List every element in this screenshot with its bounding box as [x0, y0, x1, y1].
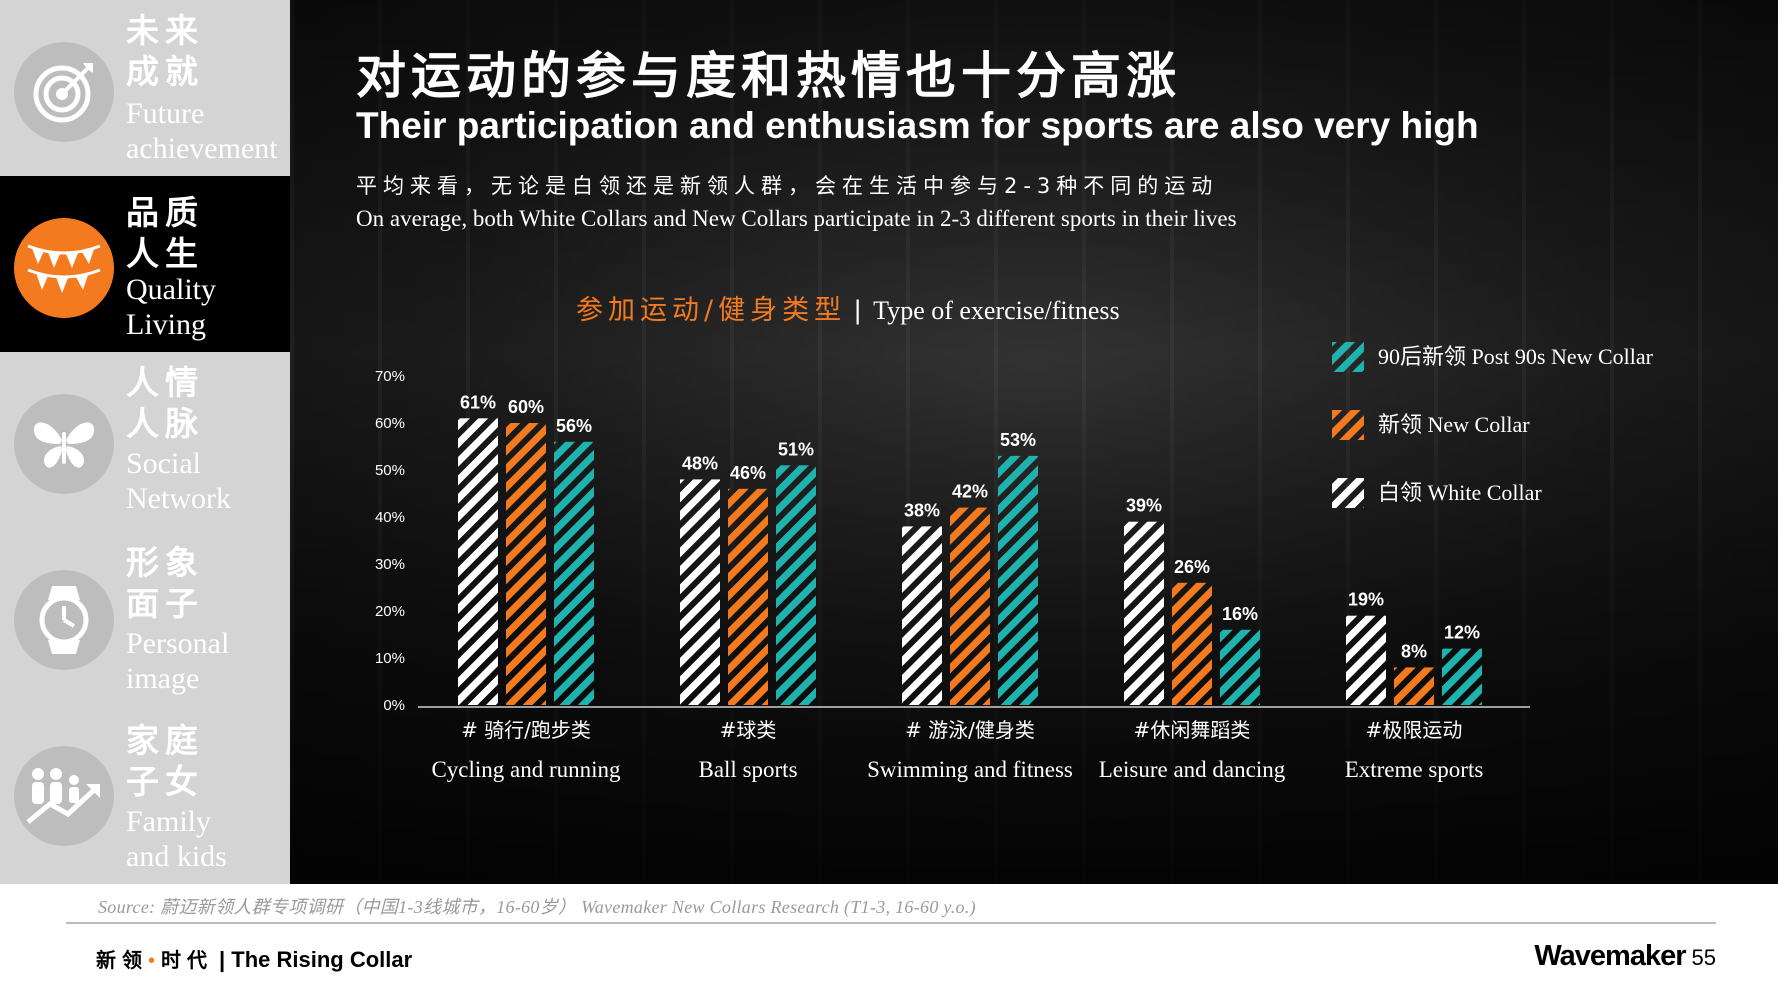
x-category-label-en: Cycling and running	[431, 757, 621, 782]
family-growth-icon	[14, 746, 114, 846]
bar	[554, 441, 594, 705]
nav-label-zh: 品质 人生	[126, 193, 204, 273]
data-label: 42%	[952, 482, 988, 502]
legend-label: 白领 White Collar	[1378, 480, 1542, 505]
bar	[998, 455, 1038, 705]
x-category-label-zh: #极限运动	[1366, 718, 1463, 742]
nav-label-en: Family and kids	[126, 805, 227, 873]
bar	[506, 423, 546, 705]
footer-brand-block: Wavemaker 55	[1534, 940, 1716, 973]
data-label: 56%	[556, 416, 592, 436]
nav-item-quality-living[interactable]: 品质 人生 Quality Living	[0, 176, 290, 352]
bar	[1124, 521, 1164, 705]
y-tick-label: 20%	[375, 603, 405, 620]
y-tick-label: 40%	[375, 509, 405, 526]
nav-item-personal-image[interactable]: 形象 面子 Personal image	[0, 528, 290, 704]
main-panel: 对运动的参与度和热情也十分高涨 Their participation and …	[290, 0, 1778, 884]
sidebar-nav: 未来 成就 Future achievement 品质 人生 Quality L…	[0, 0, 290, 884]
footer-branding: 新领• 时代 | The Rising Collar	[96, 944, 412, 973]
bar	[1442, 648, 1482, 705]
footer-title-zh-2: 时代	[161, 948, 214, 972]
footer-divider	[66, 922, 1716, 924]
bar	[1220, 629, 1260, 705]
nav-label-en: Future achievement	[126, 97, 278, 165]
watch-icon	[14, 570, 114, 670]
x-category-label-zh: # 骑行/跑步类	[461, 718, 591, 742]
y-tick-label: 0%	[383, 697, 405, 714]
legend-label: 90后新领 Post 90s New Collar	[1378, 344, 1654, 369]
chart-title: 参加运动/健身类型 | Type of exercise/fitness	[576, 288, 1120, 327]
bar	[950, 507, 990, 705]
y-tick-label: 10%	[375, 650, 405, 667]
legend-swatch	[1332, 478, 1364, 508]
nav-label-en: Social Network	[126, 447, 231, 515]
data-label: 39%	[1126, 496, 1162, 516]
x-category-label-zh: #球类	[720, 718, 777, 742]
data-label: 12%	[1444, 623, 1480, 643]
data-label: 46%	[730, 463, 766, 483]
x-category-label-en: Ball sports	[698, 757, 797, 782]
bar	[902, 526, 942, 705]
nav-label-zh: 未来 成就	[126, 11, 204, 91]
bar	[680, 479, 720, 705]
bar	[458, 418, 498, 705]
legend-swatch	[1332, 410, 1364, 440]
x-category-label-zh: # 游泳/健身类	[905, 718, 1035, 742]
data-label: 19%	[1348, 590, 1384, 610]
nav-item-family-and-kids[interactable]: 家庭 子女 Family and kids	[0, 704, 290, 884]
y-tick-label: 30%	[375, 556, 405, 573]
y-tick-label: 60%	[375, 415, 405, 432]
x-category-label-en: Extreme sports	[1345, 757, 1484, 782]
nav-label-en: Personal image	[126, 627, 230, 695]
chart-title-zh: 参加运动/健身类型	[576, 295, 847, 326]
bar	[1394, 667, 1434, 705]
nav-label-zh: 形象 面子	[126, 543, 204, 623]
data-label: 38%	[904, 500, 940, 520]
data-label: 51%	[778, 439, 814, 459]
footer-title-en: | The Rising Collar	[219, 947, 413, 972]
data-label: 61%	[460, 392, 496, 412]
nav-item-future-achievement[interactable]: 未来 成就 Future achievement	[0, 0, 290, 176]
bar	[1172, 582, 1212, 705]
data-label: 53%	[1000, 430, 1036, 450]
page-number: 55	[1691, 945, 1716, 970]
nav-label-en: Quality Living	[126, 273, 216, 341]
bunting-flags-icon	[14, 218, 114, 318]
target-icon	[14, 42, 114, 142]
data-label: 8%	[1401, 641, 1427, 661]
butterfly-icon	[14, 394, 114, 494]
bar-chart: 0% 10% 20% 30% 40% 50% 60% 70% 61% 60% 56% # 骑行/跑步类…	[375, 342, 1654, 782]
y-tick-label: 50%	[375, 462, 405, 479]
page-subtitle: 平均来看，无论是白领还是新领人群，会在生活中参与2-3种不同的运动	[356, 174, 1219, 198]
source-note: Source: 蔚迈新领人群专项调研（中国1-3线城市，16-60岁） Wave…	[98, 897, 976, 917]
page-title: 对运动的参与度和热情也十分高涨	[356, 47, 1181, 105]
page-title-english: Their participation and enthusiasm for s…	[356, 105, 1479, 146]
chart-title-separator: |	[854, 295, 862, 325]
footer-dot: •	[148, 950, 156, 972]
page-subtitle-english: On average, both White Collars and New C…	[356, 206, 1237, 231]
nav-label-zh: 家庭 子女	[126, 721, 204, 801]
data-label: 48%	[682, 453, 718, 473]
x-category-label-en: Leisure and dancing	[1099, 757, 1286, 782]
footer-title-zh: 新领	[96, 948, 148, 972]
nav-item-social-network[interactable]: 人情 人脉 Social Network	[0, 352, 290, 528]
data-label: 26%	[1174, 557, 1210, 577]
bar	[728, 488, 768, 705]
x-category-label-en: Swimming and fitness	[867, 757, 1073, 782]
legend-swatch	[1332, 342, 1364, 372]
wavemaker-logo: Wavemaker	[1534, 940, 1686, 972]
x-category-label-zh: #休闲舞蹈类	[1134, 718, 1251, 742]
nav-label-zh: 人情 人脉	[126, 363, 204, 443]
data-label: 16%	[1222, 604, 1258, 624]
chart-title-en: Type of exercise/fitness	[873, 296, 1120, 325]
legend-label: 新领 New Collar	[1378, 412, 1530, 437]
bar	[1346, 615, 1386, 705]
bar	[776, 465, 816, 705]
data-label: 60%	[508, 397, 544, 417]
y-tick-label: 70%	[375, 368, 405, 385]
